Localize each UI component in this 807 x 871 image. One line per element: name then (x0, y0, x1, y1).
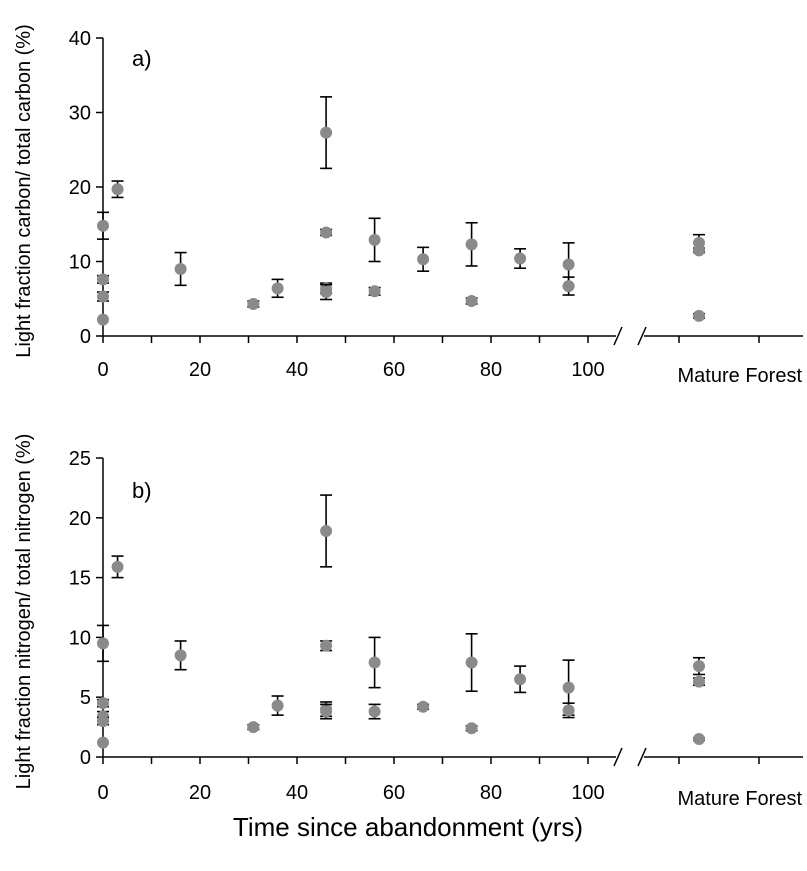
x-tick-label: 60 (383, 782, 405, 804)
panel-b: 0 5 10 15 20 25 0 20 40 60 80 100 Mature Forest Light… (13, 434, 803, 810)
data-point (320, 705, 333, 718)
y-tick-label: 0 (80, 747, 91, 769)
x-tick-label: 40 (286, 782, 308, 804)
data-point (368, 233, 381, 246)
data-point (693, 675, 705, 688)
data-point (320, 286, 333, 299)
data-point (562, 704, 575, 717)
y-tick-label: 10 (69, 627, 91, 649)
data-point (417, 253, 430, 266)
data-point (97, 697, 109, 710)
data-point (320, 126, 333, 139)
data-point (247, 297, 260, 310)
x-tick-label: 100 (571, 359, 604, 381)
axis-break-mark (613, 747, 623, 767)
y-tick-label: 5 (80, 687, 91, 709)
data-point (97, 715, 109, 728)
y-tick-label: 30 (69, 103, 91, 125)
axis-break-mark (637, 747, 647, 767)
panel-a: 0 10 20 30 40 0 20 40 60 80 100 Mature Forest Light … (13, 24, 803, 387)
x-tick-label: 40 (286, 359, 308, 381)
x-tick-label: 20 (189, 359, 211, 381)
y-tick-label: 25 (69, 448, 91, 470)
y-tick-label: 40 (69, 28, 91, 50)
data-point (320, 524, 333, 537)
mature-forest-label: Mature Forest (678, 365, 803, 387)
data-point (465, 294, 478, 307)
data-point (693, 244, 705, 257)
data-point (271, 699, 284, 712)
data-point (174, 649, 187, 662)
axis-break-mark (637, 326, 647, 346)
data-point (514, 252, 527, 265)
data-point (111, 560, 124, 573)
data-point (562, 280, 575, 293)
data-point (247, 721, 260, 734)
y-tick-label: 15 (69, 568, 91, 590)
data-point (693, 309, 705, 322)
data-point (97, 736, 109, 749)
mature-forest-label: Mature Forest (678, 788, 803, 810)
data-point (97, 290, 109, 303)
data-point (514, 673, 527, 686)
data-point (111, 183, 124, 196)
data-point (562, 681, 575, 694)
data-point (465, 656, 478, 669)
data-point (417, 700, 430, 713)
data-point (368, 656, 381, 669)
x-tick-label: 80 (480, 359, 502, 381)
data-point (97, 219, 109, 232)
panel-label: b) (132, 478, 152, 503)
data-point (174, 262, 187, 275)
x-tick-label: 0 (97, 359, 108, 381)
data-point (465, 238, 478, 251)
data-point (368, 705, 381, 718)
data-point (97, 273, 109, 286)
data-point (368, 285, 381, 298)
y-axis-title: Light fraction carbon/ total carbon (%) (13, 24, 35, 358)
axis-break-mark (613, 326, 623, 346)
data-point (320, 639, 333, 652)
data-point (97, 637, 109, 650)
data-point (271, 282, 284, 295)
y-tick-label: 10 (69, 252, 91, 274)
x-tick-label: 100 (571, 782, 604, 804)
y-tick-label: 0 (80, 326, 91, 348)
y-tick-label: 20 (69, 177, 91, 199)
data-point (562, 258, 575, 271)
y-tick-label: 20 (69, 508, 91, 530)
x-tick-label: 0 (97, 782, 108, 804)
x-axis-title: Time since abandonment (yrs) (233, 812, 583, 842)
data-point (693, 733, 705, 746)
y-axis-title: Light fraction nitrogen/ total nitrogen … (13, 434, 35, 790)
data-point (97, 313, 109, 326)
data-point (465, 722, 478, 735)
data-point (320, 226, 333, 239)
x-tick-label: 20 (189, 782, 211, 804)
x-tick-label: 60 (383, 359, 405, 381)
data-point (693, 660, 705, 673)
panel-label: a) (132, 46, 152, 71)
x-tick-label: 80 (480, 782, 502, 804)
